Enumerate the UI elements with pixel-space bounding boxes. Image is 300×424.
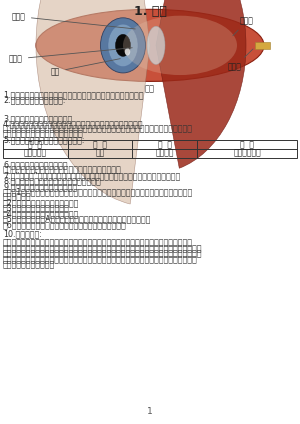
Text: 9.我了解到的预防眼睛疾病的方法:: 9.我了解到的预防眼睛疾病的方法: [3, 182, 80, 191]
Ellipse shape [108, 24, 138, 67]
Text: （3）少接触空调及烟尘环境；: （3）少接触空调及烟尘环境； [3, 204, 70, 212]
Text: 闭上眼睛流泪: 闭上眼睛流泪 [233, 149, 261, 158]
Text: 玻玻体: 玻玻体 [12, 12, 135, 29]
Text: 5.我知道眼睛在不同刺激下的反应是:: 5.我知道眼睛在不同刺激下的反应是: [3, 135, 85, 144]
Ellipse shape [123, 16, 237, 75]
Text: （2）减少使用电脑、手机的时间；: （2）减少使用电脑、手机的时间； [3, 198, 80, 207]
Text: 等进行消毒；: 等进行消毒； [3, 192, 32, 201]
Text: （6）积极参加体质检测，发现眼睛有异常应及时就医等。: （6）积极参加体质检测，发现眼睛有异常应及时就医等。 [3, 220, 127, 229]
Text: 经把信号传给脑，我们就看到了物体。: 经把信号传给脑，我们就看到了物体。 [3, 130, 84, 139]
Wedge shape [156, 0, 246, 168]
Ellipse shape [36, 9, 264, 81]
Text: 晶状体: 晶状体 [9, 48, 132, 64]
Text: 6.（沙眼）是常见的眼睛病。: 6.（沙眼）是常见的眼睛病。 [3, 160, 68, 169]
Bar [3, 140, 297, 158]
Ellipse shape [100, 18, 146, 73]
Text: 10.眼球的结构:: 10.眼球的结构: [3, 230, 42, 239]
Text: 的瞳孔大于远视眼患者。: 的瞳孔大于远视眼患者。 [3, 261, 55, 270]
Text: ，虹膜上平滑肌会收缩，使瞳孔的口径缩小或放大。瞳孔的变化反应非常大，可以控制进入瞳孔: ，虹膜上平滑肌会收缩，使瞳孔的口径缩小或放大。瞳孔的变化反应非常大，可以控制进入… [3, 244, 202, 253]
Text: （4）使用不含防腐剂的人工泪液；: （4）使用不含防腐剂的人工泪液； [3, 209, 79, 218]
Text: 1. 视觉: 1. 视觉 [134, 5, 166, 18]
Text: 2.我知道眼球各部分的名称:: 2.我知道眼球各部分的名称: [3, 95, 65, 104]
Text: 答：沙眼、干眼症、角膜炎、结膜炎、白内障、飞蚊症等: 答：沙眼、干眼症、角膜炎、结膜炎、白内障、飞蚊症等 [3, 165, 122, 174]
Text: 3.眼睛是人体的（视觉器官）。: 3.眼睛是人体的（视觉器官）。 [3, 114, 72, 123]
Text: （瞳孔）是眼睛内虹膜中心的小圆孔，是光线进入眼睛的通道。外界光线强弱度发生变化时: （瞳孔）是眼睛内虹膜中心的小圆孔，是光线进入眼睛的通道。外界光线强弱度发生变化时 [3, 239, 193, 248]
Text: 瞳孔: 瞳孔 [51, 59, 120, 76]
Text: 7.（“红眼病”）传染性很强，患者不要与家人共用毛巾、脸盆等，避免交叉感染。: 7.（“红眼病”）传染性很强，患者不要与家人共用毛巾、脸盆等，避免交叉感染。 [3, 171, 180, 180]
Text: 眼睛的反应: 眼睛的反应 [24, 149, 47, 158]
Text: 风  沙: 风 沙 [158, 140, 172, 149]
Text: 强  光: 强 光 [93, 140, 107, 149]
Text: 答：物体发出的光或反射的光通过瞳孔、晶状体等，会在视网膜上成像，连接视网膜的视神: 答：物体发出的光或反射的光通过瞳孔、晶状体等，会在视网膜上成像，连接视网膜的视神 [3, 125, 193, 134]
Text: 刺  激: 刺 激 [28, 140, 42, 149]
Text: 8.（沙眼症）常见的症状是眼睛存在异物感。: 8.（沙眼症）常见的症状是眼睛存在异物感。 [3, 176, 101, 185]
Ellipse shape [147, 26, 165, 64]
Text: 答：（1）眼睛疾病患者不要与家人共用毛巾、脸盆，避免交叉感染，并及时对毛巾、脸盆: 答：（1）眼睛疾病患者不要与家人共用毛巾、脸盆，避免交叉感染，并及时对毛巾、脸盆 [3, 187, 193, 196]
Text: 4.人的视觉是怎样产生的？（我们是如何通过眼睛看到物体的？）: 4.人的视觉是怎样产生的？（我们是如何通过眼睛看到物体的？） [3, 120, 143, 128]
Text: 眨眼: 眨眼 [95, 149, 105, 158]
Ellipse shape [125, 48, 130, 56]
Text: 1: 1 [147, 407, 153, 416]
Text: 闭上眼睛: 闭上眼睛 [155, 149, 174, 158]
Text: （5）食用含维生素A丰富的食物，如牛奶、鸡蛋含胡萝卜素的蔬菜；: （5）食用含维生素A丰富的食物，如牛奶、鸡蛋含胡萝卜素的蔬菜； [3, 215, 152, 223]
Text: 视神经: 视神经 [228, 49, 253, 71]
Text: 眼球: 眼球 [145, 85, 155, 94]
Text: 气  味: 气 味 [240, 140, 254, 149]
Text: 视网膜: 视网膜 [233, 16, 254, 36]
Wedge shape [36, 0, 150, 204]
Ellipse shape [116, 34, 130, 56]
Bar [255, 42, 270, 49]
Text: 的光量，瞳孔的大小取了能光线的强弱变化并，还与年龄大小、阳光、生理状态等因素有关，一: 的光量，瞳孔的大小取了能光线的强弱变化并，还与年龄大小、阳光、生理状态等因素有关… [3, 250, 202, 259]
Text: 1.我们可以用眼睛（感知光线，判断物体大小、形状、颜色）等。: 1.我们可以用眼睛（感知光线，判断物体大小、形状、颜色）等。 [3, 90, 143, 99]
Text: 般来说，老年人瞳孔小，幼儿至成年人的瞳孔较大，尤其在人青春期时瞳孔最大。近视眼患者: 般来说，老年人瞳孔小，幼儿至成年人的瞳孔较大，尤其在人青春期时瞳孔最大。近视眼患… [3, 255, 198, 264]
